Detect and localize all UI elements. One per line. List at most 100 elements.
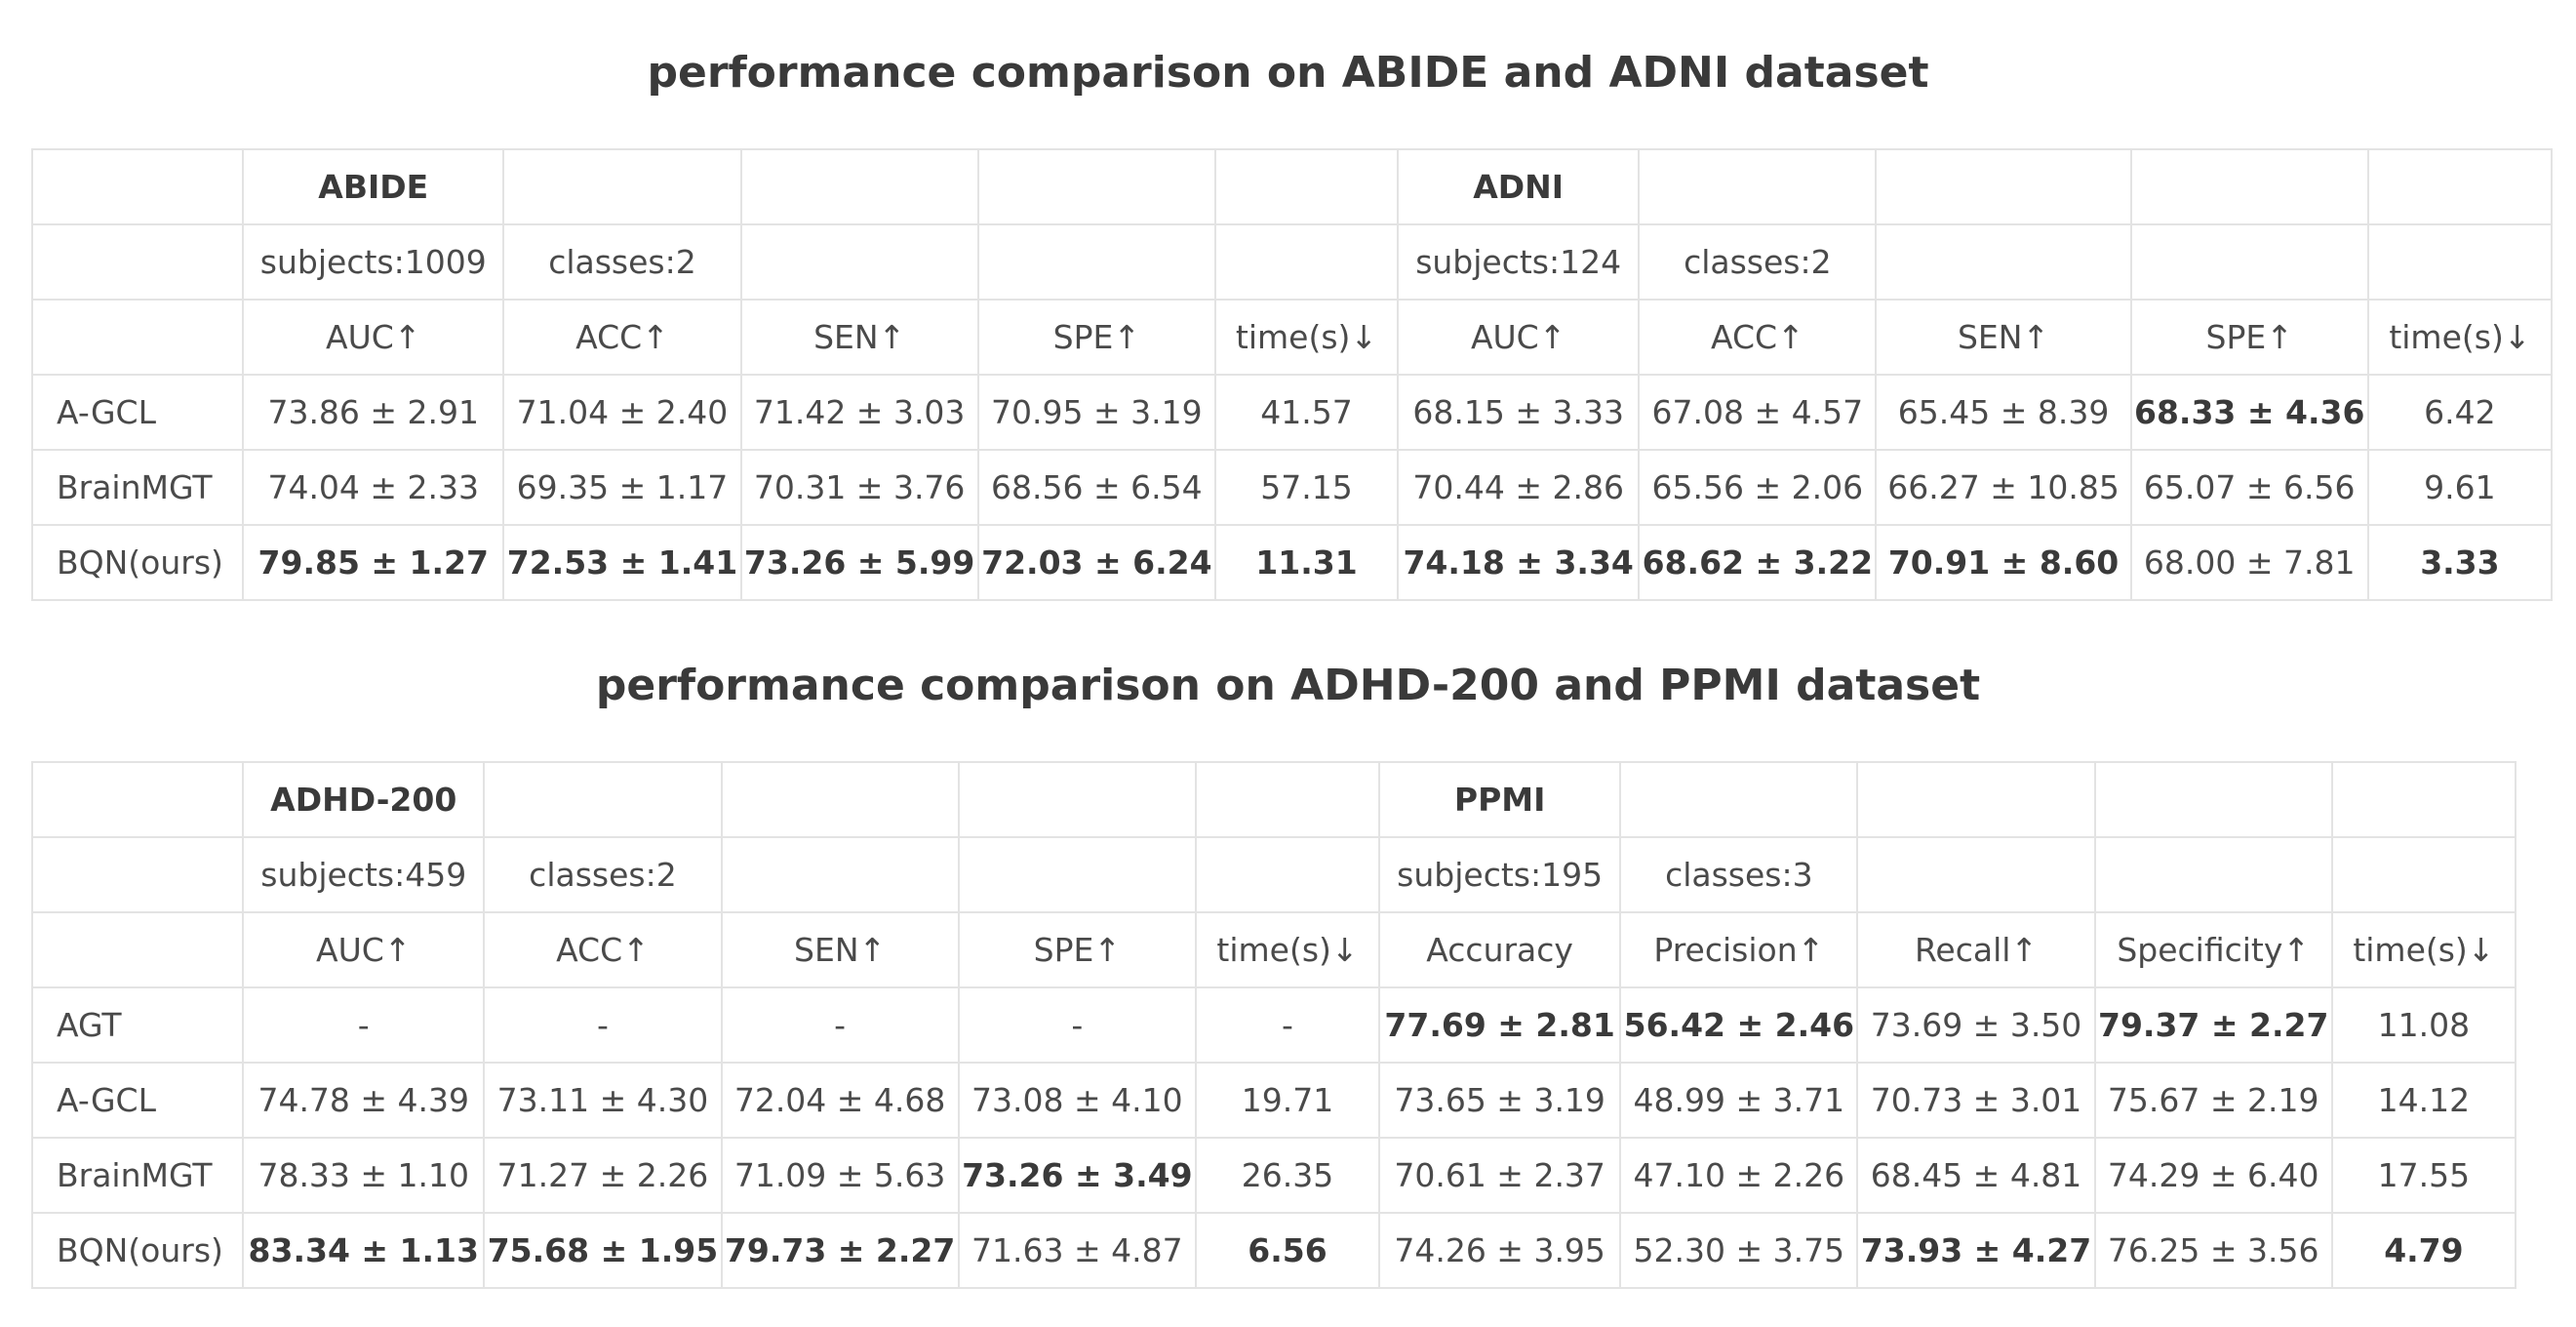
table-cell: 65.45 ± 8.39 bbox=[1875, 374, 2132, 451]
table-cell: 71.63 ± 4.87 bbox=[957, 1212, 1197, 1289]
table-cell: 68.45 ± 4.81 bbox=[1856, 1137, 2096, 1214]
table-cell: time(s)↓ bbox=[2366, 299, 2554, 376]
table-cell: 79.73 ± 2.27 bbox=[720, 1212, 960, 1289]
table-row: AGT - - - - -77.69 ± 2.81 56.42 ± 2.46 73.69 ± … bbox=[30, 986, 2517, 1064]
table-cell: 72.04 ± 4.68 bbox=[720, 1062, 960, 1139]
table-cell: SPE↑ bbox=[976, 299, 1216, 376]
method-cell: BQN(ours) bbox=[30, 524, 245, 601]
table-cell bbox=[1875, 223, 2132, 301]
table-cell: 74.29 ± 6.40 bbox=[2093, 1137, 2333, 1214]
table-cell: ABIDE bbox=[242, 148, 505, 225]
table-cell bbox=[739, 148, 979, 225]
table-row: AUC↑ ACC↑ SEN↑ SPE↑ time(s)↓ Accuracy Precisio… bbox=[30, 911, 2517, 988]
table-cell bbox=[957, 836, 1197, 913]
method-cell bbox=[30, 911, 245, 988]
table-cell: time(s)↓ bbox=[2330, 911, 2517, 988]
table-cell: 74.78 ± 4.39 bbox=[242, 1062, 486, 1139]
table-cell: ACC↑ bbox=[1638, 299, 1878, 376]
table-cell: 74.18 ± 3.34 bbox=[1397, 524, 1641, 601]
table-cell bbox=[720, 836, 960, 913]
table-cell bbox=[957, 761, 1197, 838]
table-cell: 71.42 ± 3.03 bbox=[739, 374, 979, 451]
table-cell: 47.10 ± 2.26 bbox=[1619, 1137, 1859, 1214]
table-cell bbox=[1856, 836, 2096, 913]
table-cell: 65.07 ± 6.56 bbox=[2129, 449, 2369, 526]
table-cell: 6.42 bbox=[2366, 374, 2554, 451]
table-row: AUC↑ ACC↑ SEN↑ SPE↑ time(s)↓ AUC↑ ACC↑ SEN↑ SPE↑… bbox=[30, 299, 2554, 376]
table-cell: 66.27 ± 10.85 bbox=[1875, 449, 2132, 526]
table-cell: subjects:1009 bbox=[242, 223, 505, 301]
table-cell: 69.35 ± 1.17 bbox=[502, 449, 742, 526]
table-row: subjects:459 classes:2 subjects:195 classes… bbox=[30, 836, 2517, 913]
table-cell bbox=[1875, 148, 2132, 225]
table-cell bbox=[976, 148, 1216, 225]
table-cell: - bbox=[720, 986, 960, 1064]
table-cell: 78.33 ± 1.10 bbox=[242, 1137, 486, 1214]
method-cell bbox=[30, 299, 245, 376]
table-cell: 72.03 ± 6.24 bbox=[976, 524, 1216, 601]
table2-body: ADHD-200 PPMI subjects:459 classes:2 subject… bbox=[30, 761, 2517, 1289]
table-cell: Accuracy bbox=[1378, 911, 1622, 988]
table-cell: 79.85 ± 1.27 bbox=[242, 524, 505, 601]
table-cell: - bbox=[957, 986, 1197, 1064]
table-cell: 70.91 ± 8.60 bbox=[1875, 524, 2132, 601]
table-cell: 75.67 ± 2.19 bbox=[2093, 1062, 2333, 1139]
table-cell: classes:2 bbox=[483, 836, 723, 913]
table-row: subjects:1009 classes:2 subjects:124 classe… bbox=[30, 223, 2554, 301]
table-row: ADHD-200 PPMI bbox=[30, 761, 2517, 838]
method-cell bbox=[30, 836, 245, 913]
table-cell: subjects:459 bbox=[242, 836, 486, 913]
table-cell: 71.27 ± 2.26 bbox=[483, 1137, 723, 1214]
table-cell: 68.62 ± 3.22 bbox=[1638, 524, 1878, 601]
table-cell bbox=[2093, 761, 2333, 838]
table-cell: AUC↑ bbox=[242, 911, 486, 988]
method-cell bbox=[30, 148, 245, 225]
table-cell: ACC↑ bbox=[483, 911, 723, 988]
table-cell bbox=[483, 761, 723, 838]
table-cell: 17.55 bbox=[2330, 1137, 2517, 1214]
table-cell bbox=[1638, 148, 1878, 225]
table-cell: time(s)↓ bbox=[1213, 299, 1400, 376]
table-cell: 67.08 ± 4.57 bbox=[1638, 374, 1878, 451]
table-cell: 19.71 bbox=[1194, 1062, 1381, 1139]
table-cell bbox=[2366, 148, 2554, 225]
table-cell: Precision↑ bbox=[1619, 911, 1859, 988]
table-cell: 65.56 ± 2.06 bbox=[1638, 449, 1878, 526]
table-cell: - bbox=[1194, 986, 1381, 1064]
abide-adni-table: ABIDE ADNI subjects:1009 classes:2 subjects:… bbox=[30, 148, 2554, 601]
table-cell: 11.31 bbox=[1213, 524, 1400, 601]
table-cell bbox=[2129, 223, 2369, 301]
table-cell: AUC↑ bbox=[242, 299, 505, 376]
table-row: BQN(ours) 83.34 ± 1.13 75.68 ± 1.95 79.73 ±… bbox=[30, 1212, 2517, 1289]
table-cell: 79.37 ± 2.27 bbox=[2093, 986, 2333, 1064]
table-cell: 75.68 ± 1.95 bbox=[483, 1212, 723, 1289]
table-cell: classes:2 bbox=[1638, 223, 1878, 301]
table-row: A-GCL 73.86 ± 2.91 71.04 ± 2.40 71.42 ± 3.0… bbox=[30, 374, 2554, 451]
table-cell: 56.42 ± 2.46 bbox=[1619, 986, 1859, 1064]
table-cell: SPE↑ bbox=[957, 911, 1197, 988]
table-cell: 72.53 ± 1.41 bbox=[502, 524, 742, 601]
table-cell: 73.93 ± 4.27 bbox=[1856, 1212, 2096, 1289]
table-cell bbox=[2093, 836, 2333, 913]
table-cell bbox=[2129, 148, 2369, 225]
table-cell: Specificity↑ bbox=[2093, 911, 2333, 988]
table-cell: 73.65 ± 3.19 bbox=[1378, 1062, 1622, 1139]
table-cell: 70.95 ± 3.19 bbox=[976, 374, 1216, 451]
table-cell: 26.35 bbox=[1194, 1137, 1381, 1214]
table-cell: classes:2 bbox=[502, 223, 742, 301]
table-cell: 71.04 ± 2.40 bbox=[502, 374, 742, 451]
table-cell: 73.69 ± 3.50 bbox=[1856, 986, 2096, 1064]
table-cell bbox=[976, 223, 1216, 301]
table-cell bbox=[1213, 148, 1400, 225]
method-cell: AGT bbox=[30, 986, 245, 1064]
table-cell: 3.33 bbox=[2366, 524, 2554, 601]
table-cell: PPMI bbox=[1378, 761, 1622, 838]
table-cell bbox=[1619, 761, 1859, 838]
table-cell: ACC↑ bbox=[502, 299, 742, 376]
table-cell: 73.26 ± 5.99 bbox=[739, 524, 979, 601]
adhd-ppmi-table: ADHD-200 PPMI subjects:459 classes:2 subject… bbox=[30, 761, 2517, 1289]
table-cell: 74.26 ± 3.95 bbox=[1378, 1212, 1622, 1289]
table-cell bbox=[2330, 836, 2517, 913]
table-cell: 11.08 bbox=[2330, 986, 2517, 1064]
table-cell: 73.26 ± 3.49 bbox=[957, 1137, 1197, 1214]
